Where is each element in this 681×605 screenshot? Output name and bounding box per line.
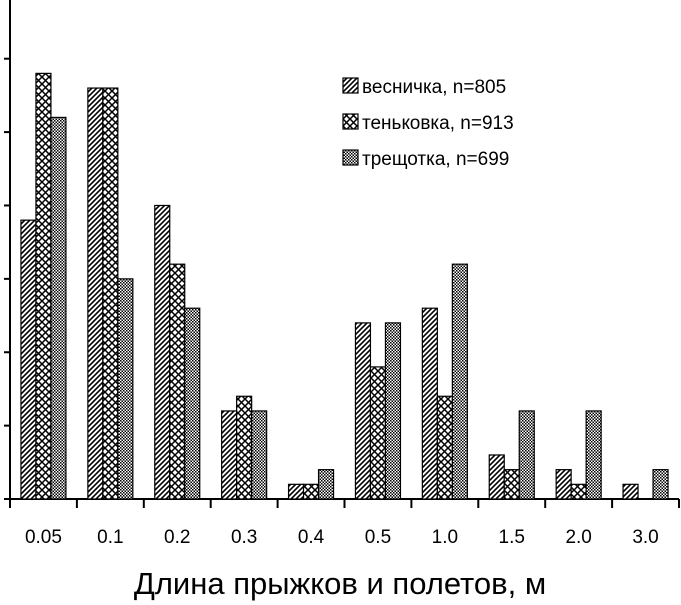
legend-label: трещотка, n=699 [362,149,509,170]
bar [555,469,572,500]
bar [117,278,134,500]
x-tick-label: 0.2 [164,527,190,548]
legend: весничка, n=805 тенькoвка, n=913 трещотка,… [342,77,514,170]
bars [20,72,669,500]
bar [287,483,305,500]
bar [585,410,602,500]
y-axis-ticks [4,57,10,500]
x-tick-label: 3.0 [632,527,658,548]
bar [436,395,453,500]
x-tick-label: 1.5 [499,527,525,548]
bar [317,469,335,500]
bar [302,483,320,500]
bar [184,307,201,500]
bar [20,219,37,500]
bar [50,116,67,500]
bar [518,410,535,500]
bar [102,87,119,500]
legend-swatch [342,77,359,94]
x-tick-label: 0.3 [231,527,257,548]
x-axis-label: Длина прыжков и полетов, м [134,566,546,601]
bar [251,410,268,500]
bar [503,469,520,500]
legend-label: тенькoвка, n=913 [362,113,514,134]
bar [354,322,372,500]
legend-label: весничка, n=805 [362,77,506,98]
bar [421,307,438,500]
bar [221,410,238,500]
bar [622,483,639,500]
bar [652,469,669,500]
x-tick-label: 0.05 [25,527,62,548]
x-tick-label: 0.5 [365,527,391,548]
x-tick-label: 0.1 [97,527,123,548]
bar [169,263,186,500]
bar [369,366,387,500]
bar [488,454,505,500]
bar [451,263,468,500]
x-tick-label: 0.4 [298,527,325,548]
x-tick-label: 2.0 [565,527,591,548]
legend-swatch [342,149,359,166]
bar [35,72,52,500]
legend-swatch [342,113,359,130]
x-axis-ticks [9,499,680,508]
bar [154,204,171,500]
bar [87,87,104,500]
bar [384,322,402,500]
x-tick-labels: 0.05 0.1 0.2 0.3 0.4 0.5 1.0 1.5 2.0 3.0 [25,527,659,548]
bar [570,483,587,500]
x-tick-label: 1.0 [432,527,458,548]
bar [236,395,253,500]
